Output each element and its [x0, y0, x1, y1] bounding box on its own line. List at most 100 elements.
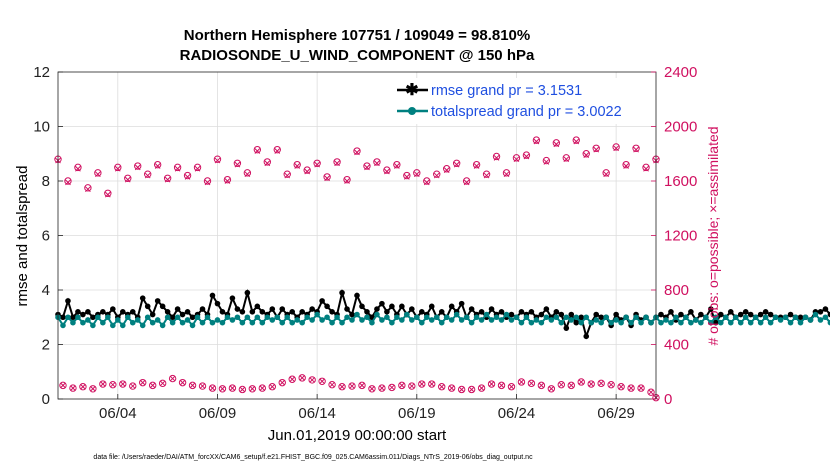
obs-assimilated-stroke [563, 156, 570, 163]
obs-assimilated-marker [389, 384, 395, 391]
totalspread-point [399, 317, 405, 323]
totalspread-point [124, 314, 131, 321]
totalspread-point [792, 314, 799, 321]
obs-assimilated-stroke [428, 381, 435, 387]
rmse-point [822, 306, 829, 312]
obs-possible-marker [418, 380, 426, 388]
obs-assimilated-marker [209, 385, 216, 391]
obs-assimilated-stroke [389, 384, 395, 391]
obs-assimilated-stroke [513, 156, 520, 163]
obs-assimilated-stroke [498, 382, 505, 389]
obs-assimilated-marker [289, 376, 296, 383]
obs-assimilated-stroke [408, 383, 415, 389]
obs-assimilated-stroke [578, 379, 585, 385]
totalspread-point [528, 319, 535, 326]
totalspread-point [583, 314, 590, 321]
obs-assimilated-stroke [374, 160, 380, 167]
obs-assimilated-stroke [438, 383, 445, 390]
totalspread-point [483, 311, 490, 318]
totalspread-point [468, 319, 475, 326]
rmse-point [518, 309, 525, 315]
rmse-point [244, 289, 251, 296]
x-tick-label: 06/04 [99, 405, 137, 422]
y-tick-label: 4 [42, 282, 50, 299]
obs-possible-marker [447, 384, 456, 392]
obs-assimilated-marker [229, 385, 236, 391]
obs-assimilated-marker [408, 383, 415, 389]
obs-assimilated-stroke [359, 382, 365, 389]
totalspread-point [159, 322, 166, 329]
obs-assimilated-marker [149, 382, 156, 389]
obs-assimilated-stroke [244, 171, 251, 178]
obs-assimilated-marker [164, 176, 171, 183]
obs-possible-marker [497, 381, 506, 390]
obs-assimilated-marker [369, 385, 375, 392]
totalspread-point [797, 319, 804, 326]
obs-assimilated-marker [523, 153, 530, 160]
totalspread-point [493, 314, 500, 321]
rmse-point [538, 311, 545, 318]
rmse-point [184, 309, 191, 315]
obs-assimilated-stroke [274, 148, 281, 154]
data-file-footnote: data file: /Users/raeder/DAI/ATM_forcXX/… [93, 454, 533, 461]
rmse-point [508, 311, 515, 318]
obs-assimilated-marker [334, 160, 340, 167]
obs-assimilated-stroke [329, 381, 335, 388]
totalspread-point [533, 317, 540, 323]
obs-possible-marker [318, 377, 326, 385]
obs-assimilated-stroke [603, 171, 610, 178]
totalspread-point [772, 314, 779, 321]
obs-assimilated-marker [398, 382, 405, 389]
legend-rmse-marker: ✱ [405, 82, 418, 99]
rmse-point [578, 314, 585, 321]
y-right-tick-label: 1600 [664, 173, 697, 190]
obs-possible-marker [119, 380, 127, 388]
obs-assimilated-marker [349, 383, 355, 389]
totalspread-point [548, 317, 555, 323]
rmse-point [458, 300, 465, 307]
obs-assimilated-marker [613, 145, 619, 152]
obs-assimilated-marker [169, 375, 176, 382]
obs-assimilated-stroke [134, 164, 141, 171]
obs-possible-marker [84, 184, 92, 192]
totalspread-point [807, 317, 814, 323]
totalspread-point [478, 317, 485, 323]
obs-assimilated-marker [139, 379, 146, 386]
totalspread-point [309, 317, 315, 323]
obs-possible-marker [208, 384, 217, 392]
obs-assimilated-stroke [493, 154, 500, 161]
totalspread-point [673, 314, 679, 321]
totalspread-point [149, 319, 156, 326]
obs-assimilated-stroke [85, 186, 91, 193]
obs-assimilated-stroke [174, 165, 181, 172]
totalspread-point [90, 322, 96, 329]
obs-assimilated-stroke [598, 380, 605, 387]
obs-possible-marker [363, 162, 371, 170]
obs-assimilated-stroke [508, 383, 515, 390]
rmse-point [214, 300, 221, 307]
totalspread-point [623, 314, 629, 321]
obs-assimilated-stroke [219, 385, 226, 392]
obs-possible-marker [168, 374, 177, 383]
obs-possible-marker [163, 174, 172, 182]
obs-assimilated-stroke [369, 385, 375, 392]
obs-assimilated-marker [413, 171, 420, 178]
obs-assimilated-stroke [448, 385, 455, 391]
totalspread-point [249, 319, 256, 326]
obs-assimilated-stroke [453, 161, 460, 168]
obs-assimilated-marker [648, 389, 654, 396]
obs-possible-marker [388, 383, 396, 392]
obs-assimilated-marker [144, 172, 151, 179]
obs-assimilated-marker [189, 382, 196, 389]
totalspread-point [304, 314, 310, 321]
legend-spread-label: totalspread grand pr = 3.0022 [431, 104, 622, 120]
totalspread-point [722, 314, 729, 321]
obs-possible-marker [368, 385, 376, 393]
y-tick-label: 10 [33, 119, 50, 136]
rmse-point [159, 303, 166, 310]
obs-possible-marker [647, 388, 655, 396]
obs-possible-marker [144, 170, 152, 178]
obs-possible-marker [562, 154, 570, 162]
rmse-point [209, 292, 216, 299]
obs-assimilated-stroke [543, 159, 550, 165]
